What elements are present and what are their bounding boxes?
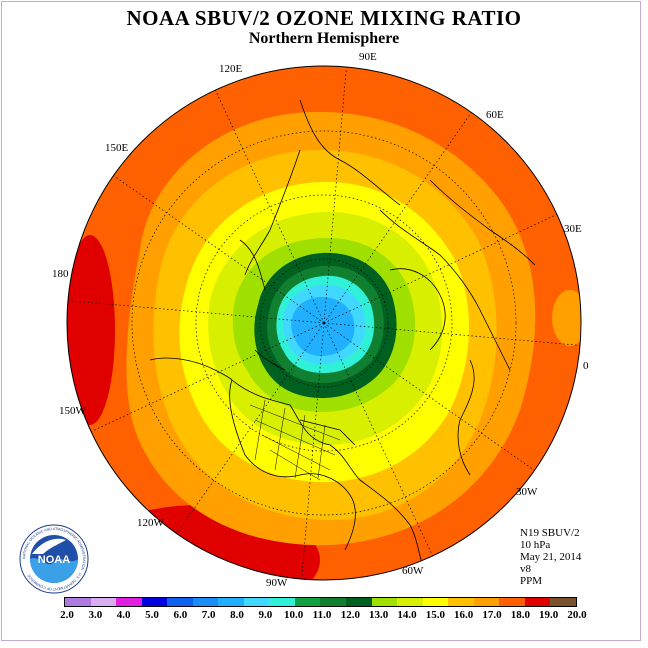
lon-label-60w: 60W xyxy=(402,565,424,577)
date-label: May 21, 2014 xyxy=(520,551,582,563)
lon-label-60e: 60E xyxy=(486,109,504,121)
colorbar-tick-label: 5.0 xyxy=(145,609,159,621)
colorbar-swatch xyxy=(294,598,321,606)
lon-label-30w: 30W xyxy=(516,486,538,498)
colorbar-tick-label: 9.0 xyxy=(258,609,273,621)
figure-frame xyxy=(1,1,641,641)
colorbar-tick-label: 20.0 xyxy=(567,609,587,621)
meridian-line xyxy=(90,322,325,432)
colorbar-swatch xyxy=(243,598,270,606)
colorbar-tick-label: 8.0 xyxy=(230,609,244,621)
meridian-line xyxy=(323,66,347,324)
colorbar-tick-label: 7.0 xyxy=(201,609,216,621)
version-label: v8 xyxy=(520,563,531,575)
lon-label-120w: 120W xyxy=(137,517,164,529)
colorbar-swatch xyxy=(141,598,168,606)
noaa-logo-text: NOAA xyxy=(38,554,70,566)
graticule xyxy=(67,66,581,580)
map-boundary xyxy=(66,65,582,581)
meridian-line xyxy=(67,300,325,324)
colorbar-tick-label: 19.0 xyxy=(539,609,559,621)
meridian-line xyxy=(301,322,325,580)
colorbar-swatch xyxy=(397,598,423,606)
lon-label-150e: 150E xyxy=(105,142,129,154)
info-block: N19 SBUV/2 10 hPa May 21, 2014 v8 PPM xyxy=(520,527,581,587)
lon-label-120e: 120E xyxy=(219,63,243,75)
meridian-line xyxy=(323,214,558,324)
colorbar-tick-label: 10.0 xyxy=(284,609,304,621)
ozone-field xyxy=(67,66,581,580)
chart-title: NOAA SBUV/2 OZONE MIXING RATIO xyxy=(126,6,522,30)
colorbar-tick-label: 4.0 xyxy=(116,609,131,621)
colorbar-swatch xyxy=(167,598,193,606)
colorbar-swatch xyxy=(192,598,219,606)
lon-label-150w: 150W xyxy=(59,405,86,417)
colorbar xyxy=(64,597,577,607)
colorbar-swatch xyxy=(524,598,551,606)
colorbar-swatch xyxy=(65,598,91,606)
colorbar-swatch xyxy=(499,598,525,606)
meridian-line xyxy=(176,322,325,534)
colorbar-tick-label: 15.0 xyxy=(425,609,445,621)
colorbar-tick-label: 16.0 xyxy=(454,609,474,621)
meridian-line xyxy=(323,322,535,471)
colorbar-swatch xyxy=(90,598,117,606)
colorbar-tick-label: 11.0 xyxy=(312,609,332,621)
colorbar-tick-label: 13.0 xyxy=(369,609,389,621)
meridian-line xyxy=(113,175,325,324)
state-boundaries xyxy=(249,399,341,481)
colorbar-swatch xyxy=(269,598,295,606)
units-label: PPM xyxy=(520,575,543,587)
colorbar-swatch xyxy=(550,598,576,606)
colorbar-tick-label: 12.0 xyxy=(340,609,360,621)
meridian-line xyxy=(215,89,325,324)
pressure-label: 10 hPa xyxy=(520,539,551,551)
colorbar-tick-label: 3.0 xyxy=(88,609,103,621)
colorbar-swatch xyxy=(346,598,372,606)
colorbar-swatch xyxy=(116,598,142,606)
colorbar-swatch xyxy=(448,598,474,606)
lon-label-90w: 90W xyxy=(266,577,288,589)
colorbar-tick-label: 14.0 xyxy=(397,609,417,621)
colorbar-swatch xyxy=(371,598,398,606)
colorbar-tick-label: 2.0 xyxy=(60,609,74,621)
coastlines xyxy=(149,99,536,576)
satellite-label: N19 SBUV/2 xyxy=(520,527,580,539)
lon-label-180: 180 xyxy=(52,268,69,280)
meridian-line xyxy=(323,322,581,346)
colorbar-tick-label: 17.0 xyxy=(482,609,502,621)
colorbar-tick-label: 6.0 xyxy=(173,609,188,621)
noaa-logo: NOAA NATIONAL OCEANIC AND ATMOSPHERIC AD… xyxy=(19,524,89,594)
lon-label-0: 0 xyxy=(583,360,589,372)
colorbar-swatch xyxy=(422,598,449,606)
meridian-line xyxy=(323,322,433,557)
meridian-line xyxy=(323,112,472,324)
colorbar-swatch xyxy=(473,598,500,606)
colorbar-swatch xyxy=(218,598,244,606)
colorbar-tick-label: 18.0 xyxy=(510,609,530,621)
colorbar-swatch xyxy=(320,598,347,606)
lon-label-30e: 30E xyxy=(564,223,582,235)
chart-subtitle: Northern Hemisphere xyxy=(248,30,400,47)
lon-label-90e: 90E xyxy=(359,51,377,63)
